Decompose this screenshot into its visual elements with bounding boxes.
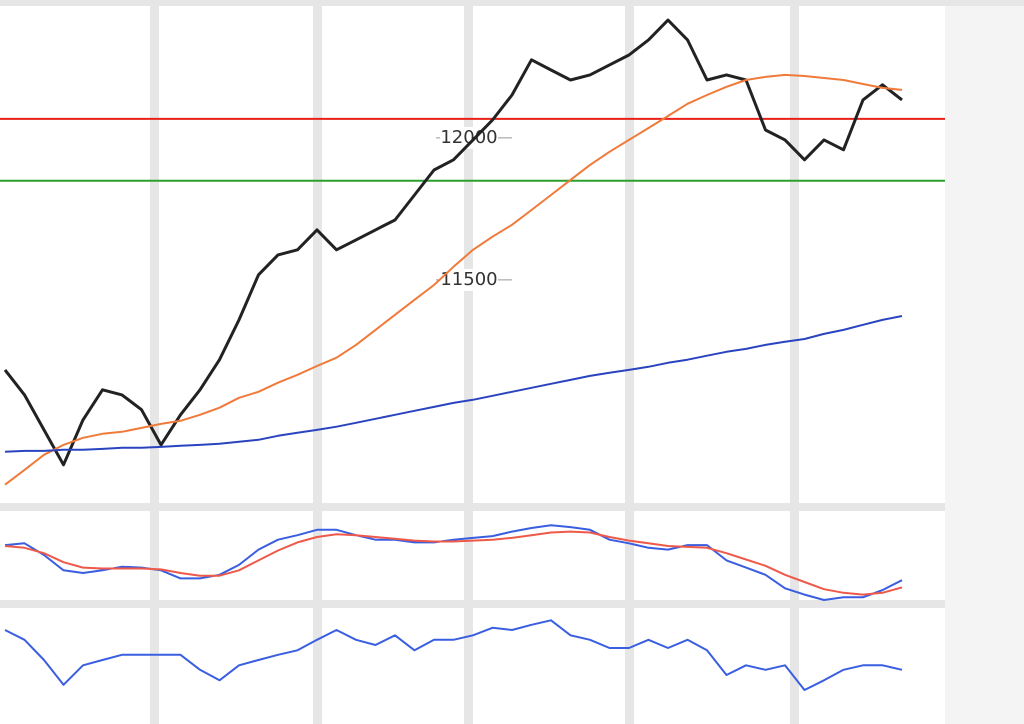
v-band xyxy=(464,0,473,724)
y-tick-label: 12000 xyxy=(440,127,497,148)
top-bar xyxy=(0,0,1024,6)
tick-label-bg xyxy=(440,268,498,291)
v-band xyxy=(625,0,634,724)
series-line xyxy=(4,315,903,453)
tick-label-bg xyxy=(440,126,498,149)
series-line xyxy=(4,619,903,691)
panel-divider xyxy=(0,600,1024,608)
plot: 11500 12000 xyxy=(0,18,945,691)
y-tick-label: 11500 xyxy=(440,269,497,290)
series-line xyxy=(3,18,903,467)
panel-divider xyxy=(0,503,1024,511)
v-band xyxy=(150,0,159,724)
axis-area xyxy=(945,0,1024,724)
series-line xyxy=(4,530,903,596)
v-band xyxy=(790,0,799,724)
v-band xyxy=(313,0,322,724)
series-line xyxy=(4,73,903,486)
